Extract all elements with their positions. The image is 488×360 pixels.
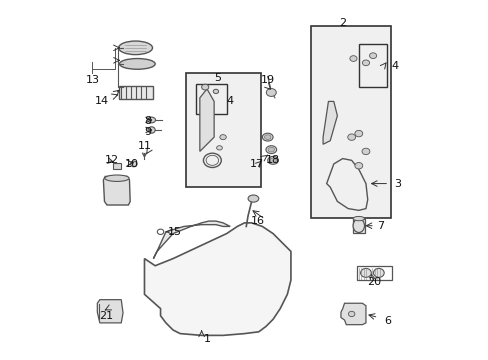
Text: 6: 6: [383, 316, 390, 326]
Ellipse shape: [262, 133, 272, 141]
Ellipse shape: [269, 158, 276, 163]
Ellipse shape: [347, 134, 355, 140]
Bar: [196, 84, 226, 114]
Bar: [356, 266, 391, 280]
Ellipse shape: [266, 89, 276, 96]
Polygon shape: [97, 300, 123, 323]
Ellipse shape: [216, 146, 222, 150]
Text: 4: 4: [226, 96, 233, 107]
Text: 13: 13: [85, 75, 100, 85]
Ellipse shape: [352, 219, 364, 233]
Bar: [113, 163, 121, 169]
Text: 18: 18: [265, 156, 280, 165]
Ellipse shape: [361, 148, 369, 155]
Text: 9: 9: [144, 127, 151, 137]
Polygon shape: [144, 223, 290, 336]
Polygon shape: [103, 176, 130, 205]
Ellipse shape: [348, 311, 354, 317]
Bar: [352, 219, 364, 233]
Ellipse shape: [118, 41, 152, 55]
Text: 19: 19: [260, 75, 274, 85]
Ellipse shape: [119, 59, 155, 69]
Ellipse shape: [360, 269, 370, 277]
Bar: [358, 44, 386, 87]
Ellipse shape: [267, 147, 274, 152]
Ellipse shape: [220, 135, 226, 140]
Text: 11: 11: [137, 141, 151, 151]
Ellipse shape: [130, 161, 137, 167]
Ellipse shape: [373, 269, 384, 277]
Ellipse shape: [247, 195, 258, 202]
Polygon shape: [153, 221, 230, 258]
Bar: [119, 86, 153, 99]
Text: 17: 17: [249, 159, 264, 169]
Ellipse shape: [362, 60, 369, 66]
Text: 20: 20: [366, 277, 380, 287]
Text: 5: 5: [214, 73, 221, 83]
Text: 12: 12: [105, 156, 119, 165]
Ellipse shape: [349, 56, 356, 62]
Text: 1: 1: [203, 334, 210, 344]
Ellipse shape: [369, 53, 376, 59]
Ellipse shape: [354, 130, 362, 137]
Ellipse shape: [267, 157, 278, 164]
Text: 14: 14: [95, 96, 109, 107]
Ellipse shape: [352, 216, 364, 221]
Polygon shape: [340, 303, 365, 325]
Ellipse shape: [201, 84, 208, 90]
Polygon shape: [200, 89, 214, 152]
Text: 8: 8: [144, 116, 151, 126]
Text: 4: 4: [390, 61, 397, 71]
Ellipse shape: [147, 117, 155, 123]
Ellipse shape: [265, 146, 276, 154]
Text: 7: 7: [376, 221, 383, 231]
Text: 21: 21: [99, 311, 113, 321]
Polygon shape: [323, 102, 337, 144]
Text: 3: 3: [394, 179, 401, 189]
Ellipse shape: [213, 89, 218, 94]
Ellipse shape: [148, 127, 155, 133]
Bar: [185, 73, 260, 187]
Text: 10: 10: [124, 159, 139, 169]
Text: 2: 2: [339, 18, 346, 28]
Text: 15: 15: [167, 227, 182, 237]
Bar: [310, 26, 390, 217]
Ellipse shape: [104, 175, 129, 181]
Ellipse shape: [354, 162, 362, 169]
Ellipse shape: [264, 135, 270, 139]
Text: 16: 16: [250, 216, 264, 226]
